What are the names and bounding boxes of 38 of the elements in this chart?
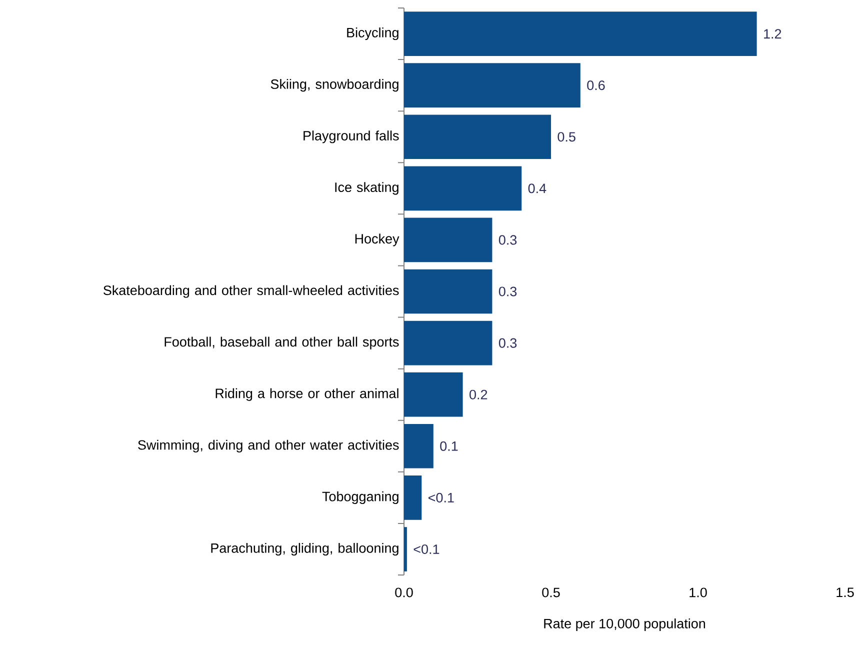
- data-label: <0.1: [414, 544, 440, 554]
- y-tick-label: Hockey: [355, 234, 400, 246]
- bar: [404, 527, 407, 572]
- bar: [404, 218, 492, 262]
- y-tick-label: Riding a horse or other animal: [216, 388, 398, 401]
- x-tick-label: 1.5: [836, 588, 854, 598]
- y-tick-label: Ice skating: [335, 182, 398, 195]
- x-axis-title: Rate per 10,000 population: [544, 618, 706, 632]
- y-tick-label: Swimming, diving and other water activities: [138, 440, 399, 452]
- data-label: 0.6: [587, 80, 605, 90]
- bar: [404, 166, 522, 211]
- bar: [404, 12, 757, 56]
- bar: [404, 476, 422, 520]
- bar: [404, 114, 551, 160]
- y-tick-label: Parachuting, gliding, ballooning: [211, 542, 398, 556]
- data-label: 0.3: [498, 235, 517, 245]
- bar: [404, 63, 580, 108]
- data-label: 0.5: [558, 132, 576, 142]
- x-tick-label: 0.5: [542, 588, 560, 598]
- data-label: <0.1: [428, 492, 454, 502]
- bar: [404, 269, 492, 314]
- data-label: 0.4: [528, 184, 546, 194]
- data-label: 0.3: [498, 286, 517, 296]
- y-tick-label: Bicycling: [347, 27, 398, 40]
- y-tick-label: Skiing, snowboarding: [270, 79, 398, 92]
- y-tick-label: Skateboarding and other small-wheeled activities: [103, 285, 399, 298]
- bar: [404, 424, 434, 468]
- y-tick-label: Football, baseball and other ball sports: [164, 336, 399, 350]
- data-label: 0.1: [440, 441, 458, 451]
- bar: [404, 320, 492, 366]
- bar: [404, 372, 463, 417]
- x-tick-label: 0.0: [395, 588, 413, 598]
- x-tick-label: 1.0: [690, 588, 707, 598]
- data-label: 0.3: [498, 338, 517, 348]
- data-label: 1.2: [764, 29, 782, 38]
- data-label: 0.2: [470, 390, 488, 400]
- y-tick-label: Tobogganing: [322, 491, 398, 504]
- y-tick-label: Playground falls: [304, 130, 399, 144]
